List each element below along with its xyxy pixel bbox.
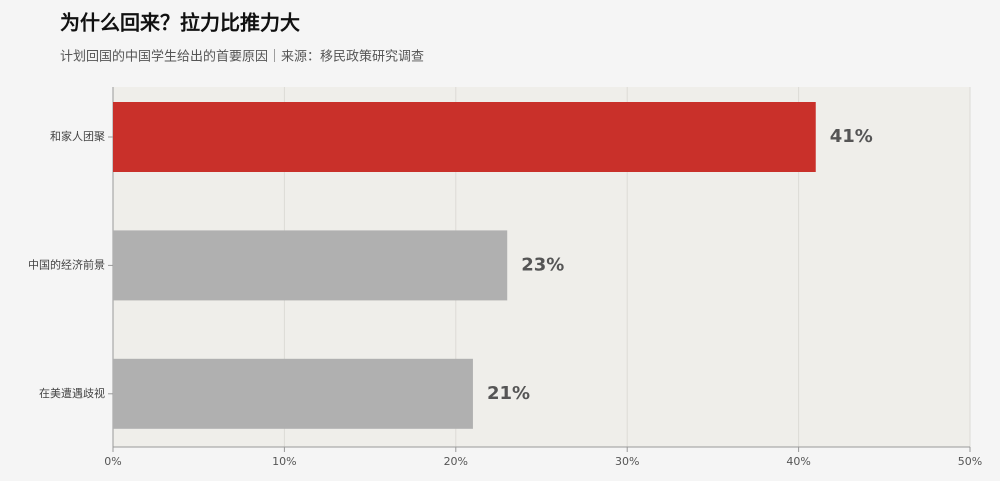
value-label: 41% [830, 126, 873, 147]
x-tick-label: 40% [786, 455, 810, 468]
chart-subtitle: 计划回国的中国学生给出的首要原因｜来源：移民政策研究调查 [60, 49, 424, 65]
y-tick-label: 在美遭遇歧视 [39, 386, 105, 400]
value-label: 21% [487, 383, 530, 404]
value-label: 23% [521, 254, 564, 275]
y-tick-label: 和家人团聚 [50, 129, 105, 143]
x-tick-label: 0% [104, 455, 121, 468]
x-tick-label: 30% [615, 455, 639, 468]
x-tick-label: 20% [444, 455, 468, 468]
bar [113, 102, 816, 172]
bar [113, 230, 508, 301]
x-tick-label: 50% [958, 455, 982, 468]
x-tick-label: 10% [272, 455, 296, 468]
y-tick-label: 中国的经济前景 [28, 257, 105, 271]
chart-title: 为什么回来？拉力比推力大 [60, 11, 300, 35]
bar [113, 358, 473, 429]
